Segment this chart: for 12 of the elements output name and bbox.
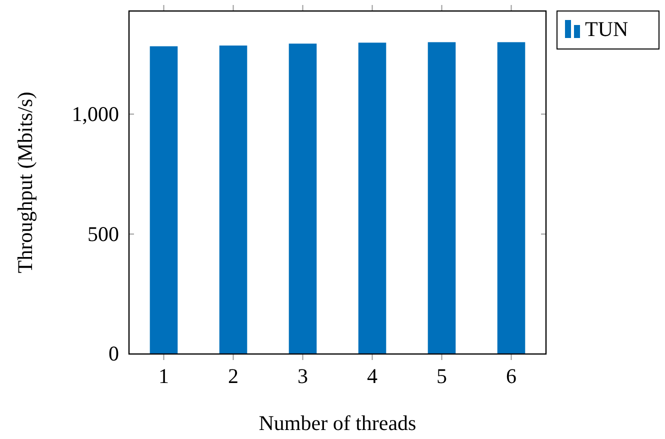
x-tick-label: 4 (367, 364, 378, 388)
x-tick-label: 5 (436, 364, 447, 388)
x-axis-title: Number of threads (258, 411, 416, 435)
y-tick-label: 500 (88, 222, 119, 246)
y-tick-label: 1,000 (72, 102, 119, 126)
legend-label: TUN (585, 17, 628, 41)
x-tick-label: 6 (506, 364, 516, 388)
x-tick-label: 1 (158, 364, 169, 388)
x-tick-label: 3 (298, 364, 308, 388)
y-tick-label: 0 (108, 342, 119, 366)
x-tick-label: 2 (228, 364, 238, 388)
y-axis-title: Throughput (Mbits/s) (13, 92, 37, 274)
